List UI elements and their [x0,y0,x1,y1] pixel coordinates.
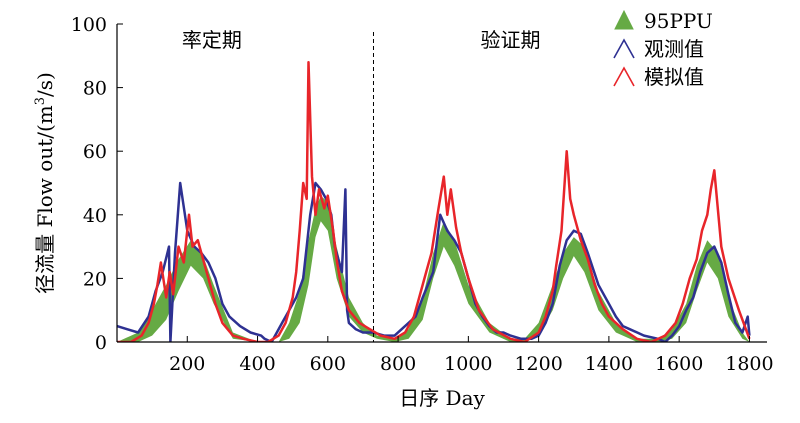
legend-marker-observed [613,38,635,59]
x-tick-label: 1200 [514,353,562,375]
x-tick-label: 1400 [585,353,633,375]
simulated-line [117,60,751,342]
y-tick-label: 0 [95,332,107,354]
y-axis-title: 径流量 Flow out/(m3/s) [33,72,57,294]
x-tick-label: 600 [310,353,346,375]
y-tick-label: 60 [83,141,107,163]
legend-label: 观测值 [644,37,704,61]
x-tick-label: 800 [380,353,416,375]
legend-label: 95PPU [644,9,713,33]
legend-marker-ppu [614,9,634,30]
x-tick-label: 1000 [444,353,492,375]
labels: 200 400 600 800 1000 1200 1400 1600 1800 0 20 40 60 8… [33,14,774,410]
x-tick-label: 1800 [725,353,773,375]
x-tick-label: 1600 [655,353,703,375]
x-axis-title: 日序 Day [399,386,485,410]
x-tick-label: 400 [239,353,275,375]
legend-label: 模拟值 [644,65,704,89]
y-tick-label: 20 [83,268,107,290]
observed-line [117,181,751,342]
axes [116,23,767,343]
plot-area [117,60,751,342]
y-tick-label: 100 [71,14,107,36]
period-label: 率定期 [182,28,242,52]
period-label: 验证期 [481,28,541,52]
y-tick-label: 40 [83,205,107,227]
legend-marker-simulated [613,66,635,87]
y-tick-label: 80 [83,78,107,100]
x-tick-label: 200 [169,353,205,375]
